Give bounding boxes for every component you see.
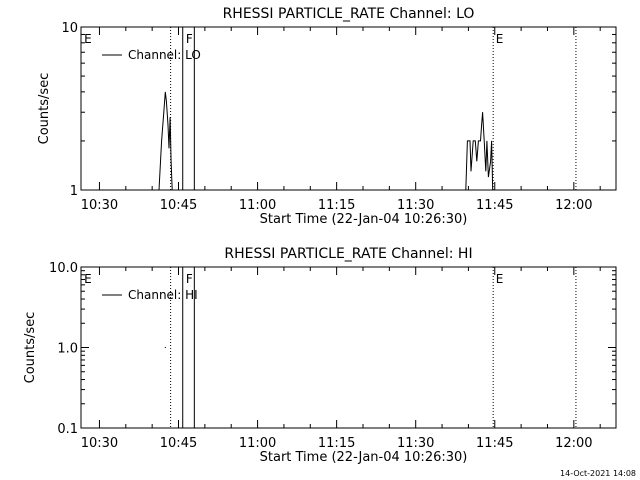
y-tick-label: 1.0 bbox=[57, 342, 78, 357]
y-tick-label: 0.1 bbox=[57, 422, 78, 437]
x-tick-label: 11:45 bbox=[476, 436, 513, 451]
marker-label: E bbox=[496, 272, 504, 286]
y-tick-label: 1 bbox=[70, 184, 78, 199]
x-tick-label: 11:30 bbox=[397, 436, 434, 451]
x-tick-label: 11:00 bbox=[239, 436, 276, 451]
y-axis-title: Counts/sec bbox=[37, 73, 52, 145]
marker-label: F bbox=[186, 272, 193, 286]
y-tick-label: 10.0 bbox=[49, 261, 78, 276]
marker-label: E bbox=[84, 32, 92, 46]
chart-panel-2: RHESSI PARTICLE_RATE Channel: HI 0.1 1.0 10… bbox=[23, 246, 617, 465]
x-tick-label: 11:15 bbox=[318, 198, 355, 213]
x-tick-label: 11:00 bbox=[239, 198, 276, 213]
x-tick-label: 12:00 bbox=[555, 198, 592, 213]
x-tick-label: 10:30 bbox=[81, 198, 118, 213]
y-tick-label: 10 bbox=[61, 21, 78, 36]
legend-label: Channel: HI bbox=[128, 288, 198, 302]
marker-label: E bbox=[84, 272, 92, 286]
y-axis-title: Counts/sec bbox=[23, 312, 38, 384]
series-line bbox=[158, 91, 494, 191]
chart-title: RHESSI PARTICLE_RATE Channel: LO bbox=[223, 6, 475, 22]
x-tick-label: 11:45 bbox=[476, 198, 513, 213]
legend-label: Channel: LO bbox=[128, 48, 201, 62]
x-tick-label: 10:45 bbox=[160, 198, 197, 213]
chart-title: RHESSI PARTICLE_RATE Channel: HI bbox=[224, 246, 472, 262]
x-axis-title: Start Time (22-Jan-04 10:26:30) bbox=[260, 212, 468, 227]
footer-timestamp: 14-Oct-2021 14:08 bbox=[560, 469, 636, 478]
marker-label: E bbox=[496, 32, 504, 46]
x-tick-label: 10:30 bbox=[81, 436, 118, 451]
x-axis-title: Start Time (22-Jan-04 10:26:30) bbox=[260, 450, 468, 465]
chart-panel-1: RHESSI PARTICLE_RATE Channel: LO 1 10 10:30… bbox=[37, 6, 617, 227]
x-tick-label: 10:45 bbox=[160, 436, 197, 451]
marker-label: F bbox=[186, 32, 193, 46]
x-tick-label: 11:30 bbox=[397, 198, 434, 213]
x-tick-label: 11:15 bbox=[318, 436, 355, 451]
chart-panels: RHESSI PARTICLE_RATE Channel: LO 1 10 10:30… bbox=[23, 6, 617, 465]
x-tick-label: 12:00 bbox=[555, 436, 592, 451]
